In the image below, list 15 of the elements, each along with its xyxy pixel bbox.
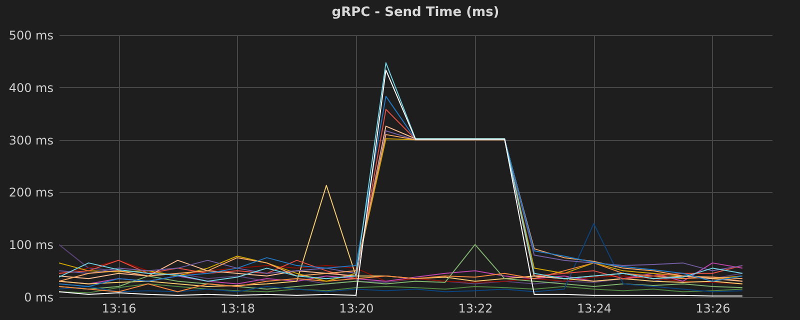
x-tick-label: 13:22 xyxy=(458,302,493,316)
x-tick-label: 13:24 xyxy=(576,302,612,316)
line-series xyxy=(59,184,743,288)
x-tick-label: 13:20 xyxy=(339,302,374,316)
y-tick-label: 400 ms xyxy=(8,80,54,95)
y-tick-label: 100 ms xyxy=(8,238,54,252)
y-tick-label: 300 ms xyxy=(8,133,54,148)
x-tick-label: 13:26 xyxy=(696,302,730,316)
chart-title: gRPC - Send Time (ms) xyxy=(332,5,500,20)
x-tick-label: 13:18 xyxy=(220,302,256,316)
x-tick-label: 13:16 xyxy=(102,302,136,316)
y-tick-label: 200 ms xyxy=(8,186,54,200)
line-series xyxy=(59,223,743,292)
y-tick-label: 0 ms xyxy=(24,290,54,304)
y-tick-label: 500 ms xyxy=(8,28,54,42)
